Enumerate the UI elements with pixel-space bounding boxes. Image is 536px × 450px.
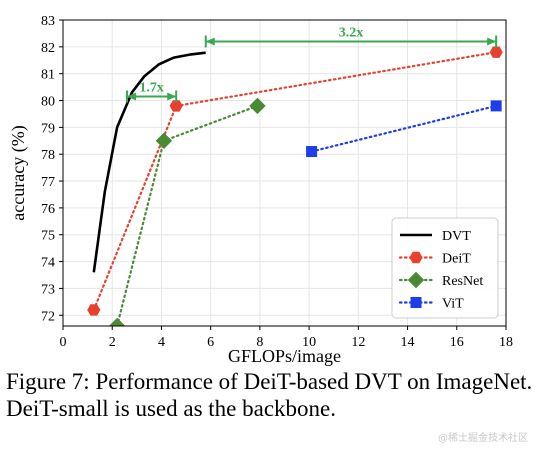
data-point-resnet [108, 317, 126, 326]
speedup-annotation: 1.7x [125, 81, 178, 103]
y-tick-label: 76 [41, 202, 55, 217]
y-tick-label: 78 [41, 148, 55, 163]
y-axis-label: accuracy (%) [8, 125, 29, 220]
speedup-annotation: 3.2x [204, 25, 498, 48]
annotation-arrowhead-left [126, 92, 136, 101]
annotation-label: 3.2x [339, 25, 364, 40]
annotation-arrowhead-right [167, 92, 177, 101]
series-vit [306, 100, 502, 158]
x-tick-label: 18 [499, 335, 513, 350]
data-point-vit [490, 100, 502, 112]
chart-annotations: 3.2x 1.7x [125, 25, 498, 103]
annotation-label: 1.7x [139, 81, 164, 96]
series-resnet [108, 97, 266, 326]
y-tick-label: 79 [41, 121, 55, 136]
data-point-resnet [249, 97, 266, 115]
data-point-vit [306, 146, 318, 158]
legend-label-resnet: ResNet [442, 274, 483, 289]
x-tick-label: 0 [60, 335, 67, 350]
watermark: @稀土掘金技术社区 [438, 433, 528, 444]
accuracy-chart: 0 2 4 6 8 10 12 14 16 18727374757677787980818283 … [8, 14, 513, 366]
legend-entry-deit: DeiT [398, 251, 471, 267]
y-tick-label: 81 [41, 68, 55, 83]
data-point-deit [87, 304, 101, 316]
y-tick-label: 73 [41, 282, 55, 297]
x-tick-label: 12 [351, 335, 365, 350]
legend-entry-vit: ViT [398, 297, 464, 312]
y-tick-label: 80 [41, 95, 55, 110]
chart-legend: DVT DeiT ResNet ViT [391, 217, 499, 319]
x-tick-label: 8 [256, 335, 263, 350]
y-tick-label: 77 [41, 175, 55, 190]
x-tick-label: 2 [109, 335, 116, 350]
chart-series [87, 46, 503, 326]
figure-caption: Figure 7: Performance of DeiT-based DVT … [6, 369, 533, 421]
y-tick-label: 75 [41, 229, 55, 244]
x-tick-label: 16 [450, 335, 464, 350]
x-axis-label: GFLOPs/image [228, 346, 341, 366]
annotation-arrowhead-right [487, 37, 497, 46]
legend-label-dvt: DVT [442, 229, 471, 244]
data-point-resnet [155, 132, 173, 149]
legend-entry-resnet: ResNet [398, 271, 483, 289]
plot-frame [62, 19, 507, 327]
y-tick-label: 72 [41, 309, 55, 324]
y-tick-label: 83 [41, 14, 55, 29]
x-tick-label: 14 [401, 335, 415, 350]
legend-marker-vit [410, 297, 422, 308]
legend-marker-resnet [407, 271, 425, 289]
legend-label-vit: ViT [442, 297, 464, 312]
legend-marker-deit [409, 251, 423, 264]
data-point-deit [169, 100, 183, 112]
series-line-resnet [115, 104, 259, 326]
series-dvt [92, 51, 206, 273]
legend-entry-dvt: DVT [400, 229, 471, 244]
x-tick-label: 6 [207, 335, 214, 350]
legend-box [391, 217, 499, 319]
series-line-dvt [92, 51, 206, 273]
x-tick-label: 4 [158, 335, 165, 350]
series-line-vit [310, 104, 498, 153]
y-tick-label: 82 [41, 41, 55, 56]
axis-ticks: 0 2 4 6 8 10 12 14 16 18 72 73 74 75 76 77 78 79 80 81 82 83 [41, 14, 513, 350]
series-deit [87, 46, 503, 316]
y-tick-label: 74 [41, 256, 55, 271]
data-point-deit [489, 46, 503, 58]
legend-label-deit: DeiT [442, 252, 471, 267]
x-tick-label: 10 [302, 335, 316, 350]
annotation-arrowhead-left [205, 37, 215, 46]
